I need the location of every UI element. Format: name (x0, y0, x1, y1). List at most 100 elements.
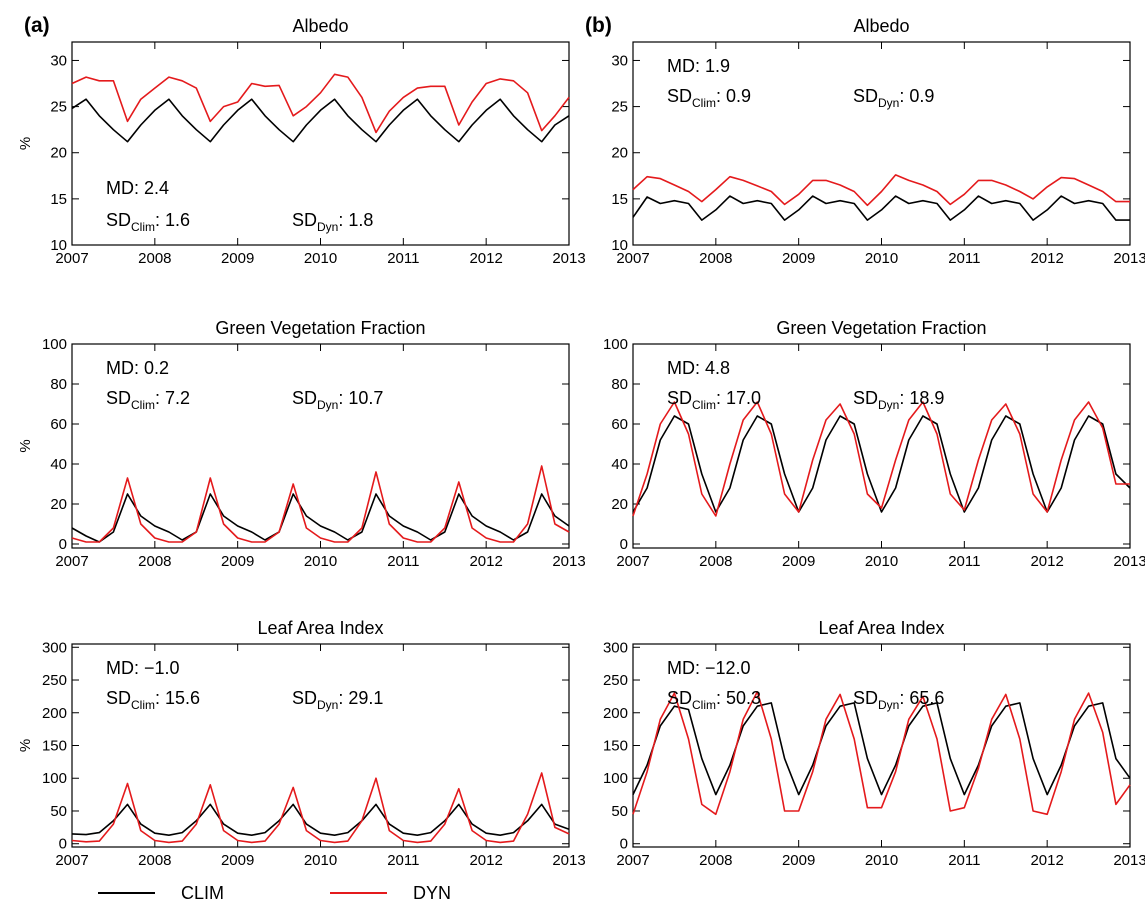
sd-dyn-subscript: Dyn (317, 698, 338, 712)
y-tick-label: 0 (620, 536, 628, 553)
sd-dyn-stat: SDDyn: 65.6 (853, 688, 944, 712)
series-line-clim (71, 493, 570, 543)
y-tick-label: 60 (611, 416, 628, 433)
sd-clim-value: : 15.6 (155, 688, 200, 708)
x-tick-label: 2013 (1113, 852, 1145, 869)
sd-clim-subscript: Clim (692, 698, 716, 712)
sd-clim-stat: SDClim: 50.3 (667, 688, 761, 712)
y-tick-label: 80 (50, 376, 67, 393)
sd-clim-value: : 50.3 (716, 688, 761, 708)
x-tick-label: 2008 (699, 250, 732, 267)
y-tick-label: 0 (59, 836, 67, 853)
legend-label-dyn: DYN (413, 883, 451, 903)
y-tick-label: 20 (611, 145, 628, 162)
y-tick-label: 100 (603, 770, 628, 787)
sd-dyn-stat: SDDyn: 18.9 (853, 388, 944, 412)
x-tick-label: 2011 (387, 553, 419, 570)
series-line-dyn (71, 772, 570, 844)
y-tick-label: 50 (50, 803, 67, 820)
sd-clim-prefix: SD (106, 688, 131, 708)
sd-dyn-subscript: Dyn (878, 698, 899, 712)
y-tick-label: 200 (603, 705, 628, 722)
x-tick-label: 2008 (699, 852, 732, 869)
sd-clim-prefix: SD (106, 210, 131, 230)
x-tick-label: 2013 (552, 250, 585, 267)
sd-dyn-stat: SDDyn: 1.8 (292, 210, 373, 234)
sd-clim-value: : 0.9 (716, 86, 751, 106)
sd-dyn-prefix: SD (853, 86, 878, 106)
x-tick-label: 2008 (138, 852, 171, 869)
x-tick-label: 2013 (1113, 250, 1145, 267)
sd-clim-subscript: Clim (692, 398, 716, 412)
y-tick-label: 15 (611, 191, 628, 208)
sd-clim-value: : 7.2 (155, 388, 190, 408)
md-stat: MD: 4.8 (667, 358, 730, 378)
sd-dyn-prefix: SD (292, 388, 317, 408)
sd-dyn-stat: SDDyn: 0.9 (853, 86, 934, 110)
y-tick-label: 100 (603, 336, 628, 353)
legend-label-clim: CLIM (181, 883, 224, 903)
sd-dyn-value: : 10.7 (338, 388, 383, 408)
y-tick-label: 20 (611, 496, 628, 513)
x-tick-label: 2010 (304, 250, 337, 267)
x-tick-label: 2007 (55, 250, 88, 267)
x-tick-label: 2013 (552, 852, 585, 869)
sd-dyn-value: : 0.9 (899, 86, 934, 106)
y-tick-label: 30 (611, 52, 628, 69)
series-line-clim (71, 98, 570, 143)
chart-panel-5: 2007 2008 2009 2010 2011 2012 2013 0 50 100 150 200… (17, 618, 586, 869)
x-tick-label: 2011 (948, 852, 980, 869)
sd-clim-subscript: Clim (131, 398, 155, 412)
panel-letter: (a) (24, 14, 50, 37)
sd-dyn-prefix: SD (292, 210, 317, 230)
x-tick-label: 2008 (699, 553, 732, 570)
panel-title: Leaf Area Index (257, 618, 383, 638)
x-tick-label: 2008 (138, 250, 171, 267)
sd-dyn-value: : 29.1 (338, 688, 383, 708)
chart-panel-3: 2007 2008 2009 2010 2011 2012 2013 0 20 40 60 80 100… (17, 318, 586, 570)
series-line-dyn (632, 174, 1130, 207)
legend: CLIM DYN (98, 883, 451, 903)
x-tick-label: 2010 (865, 852, 898, 869)
panel-title: Green Vegetation Fraction (215, 318, 425, 338)
y-tick-label: 10 (50, 237, 67, 254)
series-line-dyn (632, 690, 1131, 816)
sd-clim-subscript: Clim (131, 220, 155, 234)
series-line-clim (632, 702, 1131, 796)
chart-panel-6: 2007 2008 2009 2010 2011 2012 2013 0 50 100 150 200… (603, 618, 1145, 869)
sd-dyn-prefix: SD (292, 688, 317, 708)
sd-clim-prefix: SD (667, 86, 692, 106)
series-line-clim (71, 803, 570, 837)
series-line-dyn (71, 73, 570, 134)
sd-dyn-prefix: SD (853, 388, 878, 408)
x-tick-label: 2007 (616, 250, 649, 267)
chart-panel-1: 2007 2008 2009 2010 2011 2012 2013 10 15 20 25 30 Al… (17, 14, 586, 267)
sd-clim-subscript: Clim (131, 698, 155, 712)
sd-clim-prefix: SD (667, 688, 692, 708)
series-line-dyn (632, 401, 1130, 517)
x-tick-label: 2011 (387, 250, 419, 267)
y-tick-label: 20 (50, 496, 67, 513)
x-tick-label: 2010 (865, 250, 898, 267)
y-tick-label: 150 (603, 738, 628, 755)
x-tick-label: 2009 (782, 553, 815, 570)
sd-dyn-subscript: Dyn (878, 96, 899, 110)
sd-clim-subscript: Clim (692, 96, 716, 110)
md-stat: MD: −1.0 (106, 658, 180, 678)
x-tick-label: 2009 (782, 852, 815, 869)
chart-panel-4: 2007 2008 2009 2010 2011 2012 2013 0 20 40 60 80 100… (603, 318, 1145, 570)
sd-dyn-prefix: SD (853, 688, 878, 708)
x-tick-label: 2010 (304, 553, 337, 570)
x-tick-label: 2009 (221, 852, 254, 869)
x-tick-label: 2007 (55, 852, 88, 869)
y-tick-label: 250 (603, 672, 628, 689)
x-tick-label: 2012 (469, 250, 502, 267)
x-tick-label: 2007 (616, 852, 649, 869)
x-tick-label: 2013 (1113, 553, 1145, 570)
x-tick-label: 2007 (616, 553, 649, 570)
x-tick-label: 2012 (469, 852, 502, 869)
y-tick-label: 0 (59, 536, 67, 553)
series-line-clim (632, 195, 1130, 221)
sd-dyn-value: : 1.8 (338, 210, 373, 230)
